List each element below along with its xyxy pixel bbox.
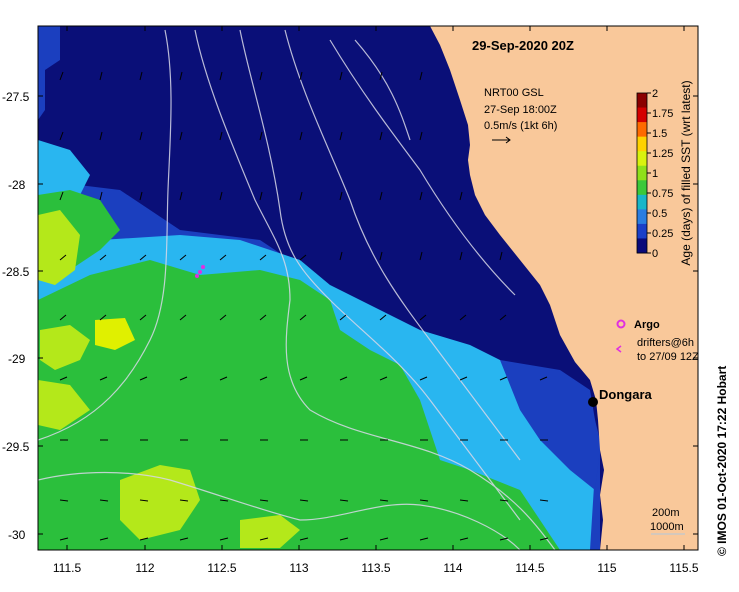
contour-label-200m: 200m	[652, 507, 680, 519]
current-legend-scale: 0.5m/s (1kt 6h)	[484, 120, 557, 132]
colorbar-tick-label: 0.5	[652, 208, 667, 220]
lon-tick-label: 114	[443, 561, 462, 575]
credit-text: © IMOS 01-Oct-2020 17:22 Hobart	[715, 366, 729, 556]
argo-float-icon	[616, 319, 626, 329]
bathymetry-legend: 200m 1000m	[650, 507, 685, 535]
colorbar-tick-label: 1.25	[652, 148, 673, 160]
colorbar-swatch	[637, 223, 647, 239]
colorbar-swatch	[637, 180, 647, 196]
place-label: Dongara	[599, 387, 653, 402]
lon-tick-label: 112	[135, 561, 154, 575]
land	[430, 26, 698, 550]
place-dot-icon	[588, 397, 598, 407]
colorbar-swatch	[637, 194, 647, 210]
argo-legend: Argo drifters@6h to 27/09 12Z	[615, 319, 699, 363]
lon-tick-label: 115.5	[669, 561, 698, 575]
lat-tick-label: -30	[8, 528, 26, 542]
current-legend-source: NRT00 GSL	[484, 87, 544, 99]
lon-tick-label: 112.5	[207, 561, 236, 575]
plot-frame	[37, 25, 699, 551]
drifter-label-line2: to 27/09 12Z	[637, 351, 699, 363]
lat-tick-label: -29	[8, 352, 26, 366]
colorbar: 2 1.75 1.5 1.25 1 0.75 0.5 0.25 0 Age (days) of …	[636, 80, 693, 266]
colorbar-label: Age (days) of filled SST (wrt latest)	[679, 80, 693, 265]
colorbar-swatch	[637, 165, 647, 181]
colorbar-tick-label: 0.75	[652, 188, 673, 200]
lon-tick-label: 115	[597, 561, 616, 575]
age-125-patch-b	[40, 325, 90, 370]
lat-tick-label: -28	[8, 178, 26, 192]
colorbar-swatch	[637, 107, 647, 123]
lat-tick-label: -29.5	[2, 440, 30, 454]
drifter-track	[195, 265, 205, 278]
current-legend: NRT00 GSL 27-Sep 18:00Z 0.5m/s (1kt 6h)	[484, 87, 557, 144]
age-15-patch	[95, 318, 135, 350]
colorbar-swatch	[637, 209, 647, 225]
place-marker: Dongara	[588, 387, 653, 407]
lon-tick-label: 111.5	[53, 561, 82, 575]
colorbar-swatch	[637, 122, 647, 138]
current-legend-time: 27-Sep 18:00Z	[484, 104, 557, 116]
lat-tick-label: -28.5	[2, 265, 30, 279]
map-title: 29-Sep-2020 20Z	[472, 38, 574, 53]
colorbar-swatch	[637, 238, 647, 254]
age-125-patch-a	[38, 210, 80, 285]
longitude-axis: 111.5 112 112.5 113 113.5 114 114.5 115 …	[53, 26, 699, 575]
age-125-patch-c	[38, 380, 90, 430]
lat-tick-label: -27.5	[2, 90, 30, 104]
contour-label-1000m: 1000m	[650, 521, 684, 533]
argo-label: Argo	[634, 319, 660, 331]
lon-tick-label: 113.5	[361, 561, 390, 575]
age-125-patch-e	[240, 515, 300, 548]
drifter-label-line1: drifters@6h	[637, 337, 694, 349]
colorbar-swatch	[637, 151, 647, 167]
age-125-patch-d	[120, 465, 200, 540]
colorbar-tick-label: 1	[652, 168, 658, 180]
drifter-track-icon	[615, 345, 622, 353]
colorbar-tick-label: 0	[652, 248, 658, 260]
colorbar-tick-label: 1.75	[652, 108, 673, 120]
colorbar-tick-label: 0.25	[652, 228, 673, 240]
lon-tick-label: 114.5	[515, 561, 544, 575]
colorbar-swatch	[637, 136, 647, 152]
age-025-coastal	[500, 360, 600, 490]
latitude-axis: -27.5 -28 -28.5 -29 -29.5 -30	[2, 90, 698, 542]
colorbar-swatch	[637, 93, 647, 109]
current-arrow-icon	[492, 136, 511, 144]
map-plot-area	[38, 26, 698, 550]
lon-tick-label: 113	[289, 561, 308, 575]
colorbar-tick-label: 2	[652, 88, 658, 100]
colorbar-tick-label: 1.5	[652, 128, 667, 140]
current-vectors	[59, 71, 549, 541]
